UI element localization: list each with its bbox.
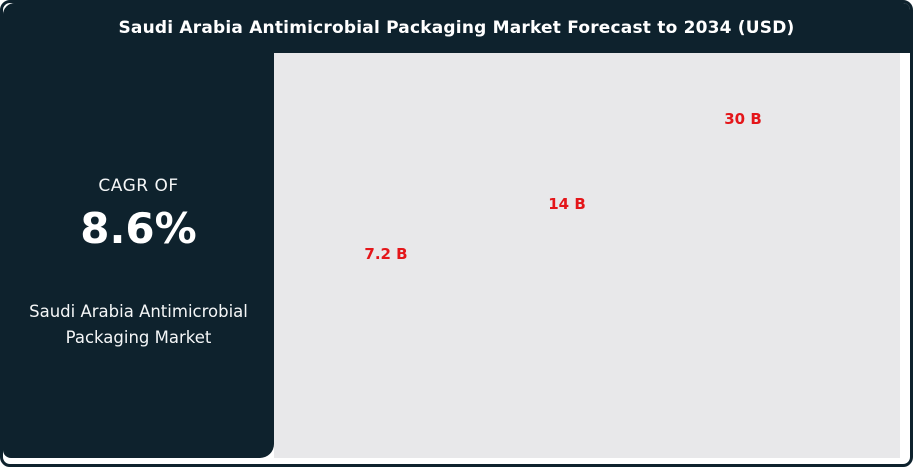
market-name: Saudi Arabia Antimicrobial Packaging Mar… bbox=[29, 302, 248, 347]
data-label-first: 7.2 B bbox=[364, 245, 408, 263]
cagr-sidebar: CAGR OF 8.6% Saudi Arabia Antimicrobial … bbox=[3, 3, 274, 458]
data-label-middle: 14 B bbox=[548, 195, 586, 213]
chart-plot-area: 7.2 B 14 B 30 B bbox=[274, 53, 900, 458]
cagr-label: CAGR OF bbox=[98, 176, 179, 196]
cagr-value: 8.6% bbox=[80, 204, 197, 253]
title-bar: Saudi Arabia Antimicrobial Packaging Mar… bbox=[3, 3, 910, 53]
page-title: Saudi Arabia Antimicrobial Packaging Mar… bbox=[118, 18, 795, 38]
data-label-last: 30 B bbox=[724, 110, 762, 128]
